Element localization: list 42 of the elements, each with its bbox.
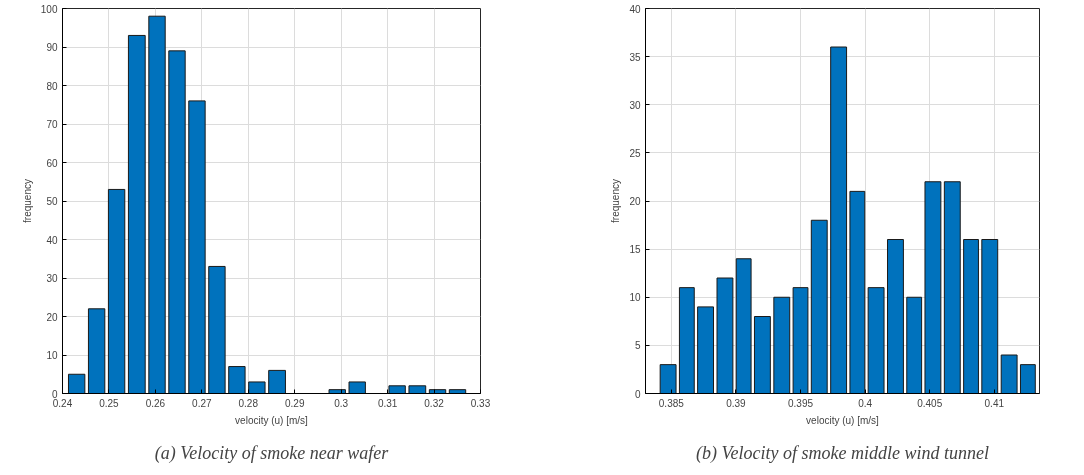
x-tick-label: 0.31 bbox=[377, 397, 398, 409]
y-axis-title: frequency bbox=[21, 179, 33, 223]
x-tick-label: 0.4 bbox=[858, 397, 873, 409]
text: (b) Velocity of smoke middle wind tunnel bbox=[696, 443, 989, 464]
y-tick-label: 0 bbox=[634, 388, 641, 400]
x-axis-title: velocity (u) [m/s] bbox=[235, 414, 309, 426]
x-tick-label: 0.3 bbox=[334, 397, 349, 409]
y-tick-label: 20 bbox=[46, 311, 58, 323]
x-tick-label: 0.28 bbox=[238, 397, 259, 409]
x-tick-label: 0.27 bbox=[192, 397, 212, 409]
y-tick-label: 5 bbox=[634, 340, 641, 352]
y-tick-label: 10 bbox=[629, 292, 641, 304]
x-tick-label: 0.26 bbox=[145, 397, 166, 409]
y-tick-label: 30 bbox=[46, 273, 58, 284]
x-tick-label: 0.39 bbox=[726, 397, 747, 409]
x-tick-label: 0.41 bbox=[984, 397, 1005, 409]
y-tick-label: 90 bbox=[46, 42, 58, 53]
x-tick-label: 0.33 bbox=[470, 397, 491, 409]
y-tick-label: 40 bbox=[46, 234, 58, 246]
y-tick-label: 50 bbox=[46, 196, 58, 207]
y-tick-label: 35 bbox=[629, 51, 641, 63]
y-tick-label: 10 bbox=[46, 350, 58, 361]
x-tick-label: 0.29 bbox=[284, 397, 305, 409]
x-tick-label: 0.385 bbox=[658, 397, 685, 409]
y-tick-label: 15 bbox=[629, 244, 641, 256]
y-tick-label: 60 bbox=[46, 157, 58, 169]
y-tick-label: 20 bbox=[629, 196, 641, 207]
text: (a) Velocity of smoke near wafer bbox=[154, 443, 390, 464]
x-tick-label: 0.24 bbox=[52, 397, 73, 409]
y-tick-label: 30 bbox=[629, 99, 641, 111]
y-tick-label: 40 bbox=[629, 3, 641, 15]
x-tick-label: 0.32 bbox=[424, 397, 445, 409]
y-tick-label: 25 bbox=[629, 147, 641, 159]
y-tick-label: 100 bbox=[40, 3, 58, 15]
x-tick-label: 0.25 bbox=[99, 397, 120, 409]
y-axis-title: frequency bbox=[610, 179, 622, 223]
y-tick-label: 70 bbox=[46, 119, 58, 130]
x-tick-label: 0.405 bbox=[917, 397, 943, 409]
x-axis-title: velocity (u) [m/s] bbox=[806, 414, 880, 426]
y-tick-label: 0 bbox=[51, 388, 58, 400]
x-tick-label: 0.395 bbox=[788, 397, 814, 409]
y-tick-label: 80 bbox=[46, 80, 58, 92]
